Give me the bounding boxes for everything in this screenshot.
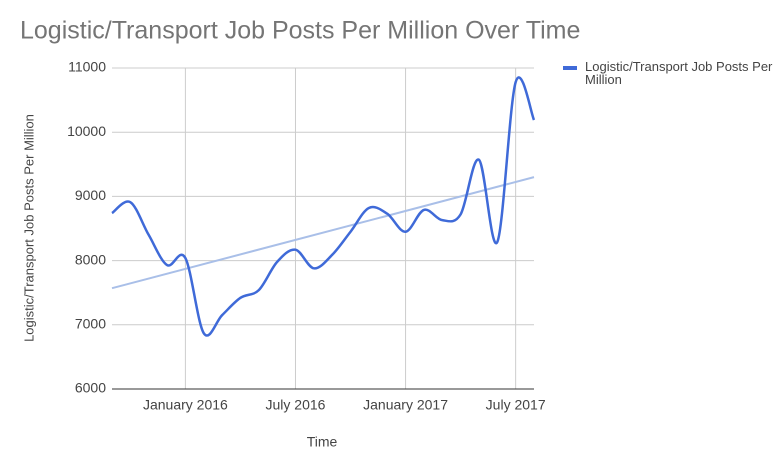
x-tick-label: January 2017 bbox=[363, 397, 448, 413]
trendline bbox=[111, 176, 535, 290]
y-axis-label: Logistic/Transport Job Posts Per Million bbox=[21, 114, 36, 342]
x-tick-label: July 2017 bbox=[486, 397, 546, 413]
y-tick-label: 9000 bbox=[75, 187, 106, 203]
line-series bbox=[111, 76, 536, 337]
x-tick-label: July 2016 bbox=[266, 397, 326, 413]
x-axis-label: Time bbox=[307, 434, 338, 450]
legend-label: Logistic/Transport Job Posts Per Million bbox=[585, 59, 773, 87]
y-tick-label: 11000 bbox=[68, 59, 106, 75]
y-tick-label: 10000 bbox=[67, 123, 106, 139]
y-tick-label: 6000 bbox=[75, 380, 106, 396]
chart-title: Logistic/Transport Job Posts Per Million… bbox=[20, 17, 580, 45]
x-tick-label: January 2016 bbox=[143, 397, 228, 413]
y-tick-label: 8000 bbox=[75, 251, 106, 267]
y-tick-label: 7000 bbox=[75, 316, 106, 332]
